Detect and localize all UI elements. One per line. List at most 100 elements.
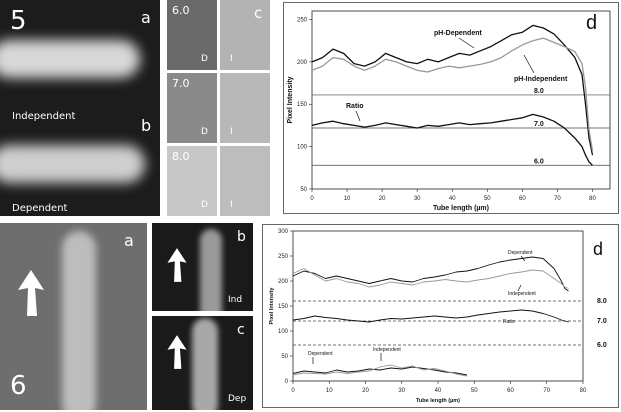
x-tick-label: 70	[543, 388, 550, 394]
series-line-dependent-low	[292, 366, 468, 376]
annotation-arrow	[355, 110, 361, 122]
y-tick-label: 50	[281, 354, 288, 360]
x-tick-label: 80	[580, 388, 587, 394]
x-tick-label: 30	[398, 388, 405, 394]
fig5-panel-a-b: 5 a Independent b Dependent	[0, 0, 160, 216]
series-annotation: Independent	[373, 347, 401, 353]
series-line-ph-independent	[311, 37, 594, 152]
reference-line-label: 8.0	[597, 298, 607, 305]
panel-letter: d	[593, 239, 603, 259]
series-annotation: pH-Dependent	[434, 30, 483, 37]
fig6-panel-d-chart: 0 10 20 30 40 50 60 70 80 0 50 100 150 200 250 300 Tube …	[262, 224, 619, 408]
y-axis-label: Pixel Intensity	[287, 76, 294, 123]
series-line-independent	[292, 268, 569, 289]
x-tick-label: 30	[414, 196, 421, 202]
annotation-arrow	[458, 37, 475, 49]
tile-tag: I	[230, 127, 233, 137]
reference-line-label: 7.0	[534, 121, 544, 128]
y-tick-label: 50	[300, 187, 307, 193]
annotation-arrow	[517, 284, 522, 292]
panel-letter: b	[237, 229, 246, 245]
series-annotation: pH-Independent	[514, 76, 568, 83]
x-tick-label: 40	[449, 196, 456, 202]
chart-6d-svg: 0 10 20 30 40 50 60 70 80 0 50 100 150 200 250 300 Tube …	[269, 229, 607, 404]
figure-number: 6	[10, 371, 27, 401]
y-tick-label: 250	[278, 254, 289, 260]
x-tick-label: 50	[484, 196, 491, 202]
series-annotation: Ratio	[503, 319, 515, 325]
pollen-tube-image	[0, 145, 145, 183]
tile-tag: I	[230, 200, 233, 210]
fig6-panel-c: c Dep	[152, 316, 253, 410]
plot-frame	[311, 10, 611, 190]
ph-tile-dependent: 6.0 D	[167, 0, 217, 70]
x-tick-label: 40	[435, 388, 442, 394]
fig5-panel-d-chart: 0 10 20 30 40 50 60 70 80 50 100 150 200 250 Tube leng…	[283, 2, 619, 214]
panel-letter: c	[237, 322, 245, 338]
chart-5d-svg: 0 10 20 30 40 50 60 70 80 50 100 150 200 250 Tube leng…	[287, 10, 611, 212]
pollen-tube-image	[200, 229, 222, 311]
x-tick-label: 70	[554, 196, 561, 202]
tile-tag: D	[201, 200, 208, 210]
series-line-ratio	[292, 309, 569, 323]
panel-caption: Ind	[228, 295, 243, 305]
x-tick-label: 0	[291, 388, 295, 394]
y-tick-label: 200	[278, 279, 289, 285]
y-tick-label: 100	[278, 329, 289, 335]
series-line-independent-low	[292, 364, 468, 377]
panel-letter: d	[586, 12, 597, 34]
y-tick-label: 250	[297, 17, 308, 23]
fig6-panel-b: b Ind	[152, 223, 253, 311]
figure-number: 5	[10, 6, 27, 36]
y-tick-label: 300	[278, 229, 289, 235]
reference-line-label: 6.0	[534, 158, 544, 165]
x-tick-label: 60	[519, 196, 526, 202]
panel-letter: b	[141, 116, 152, 135]
y-tick-label: 150	[278, 304, 289, 310]
plot-frame	[292, 230, 584, 382]
annotation-arrow	[520, 255, 526, 262]
x-tick-label: 50	[471, 388, 478, 394]
arrow-icon	[18, 270, 44, 316]
ph-label: 8.0	[172, 150, 190, 163]
ph-tile-dependent: 8.0 D	[167, 146, 217, 216]
x-tick-label: 20	[379, 196, 386, 202]
series-annotation: Ratio	[346, 103, 364, 110]
y-axis-label: Pixel Intensity	[269, 287, 275, 325]
reference-line-label: 7.0	[597, 318, 607, 325]
tile-tag: I	[230, 54, 233, 64]
x-axis-label: Tube length (µm)	[416, 398, 460, 404]
x-tick-label: 60	[507, 388, 514, 394]
x-tick-label: 80	[589, 196, 596, 202]
ph-tile-independent: c I	[220, 0, 270, 70]
ph-label: 7.0	[172, 77, 190, 90]
tile-tag: D	[201, 127, 208, 137]
pollen-tube-image	[62, 231, 96, 410]
panel-letter: a	[141, 8, 151, 27]
series-line-dependent	[292, 256, 569, 292]
y-tick-label: 100	[297, 145, 308, 151]
panel-caption: Dep	[228, 394, 247, 404]
x-tick-label: 10	[344, 196, 351, 202]
reference-line-label: 8.0	[534, 88, 544, 95]
x-tick-label: 20	[362, 388, 369, 394]
ph-tile-independent: I	[220, 146, 270, 216]
y-tick-label: 0	[285, 379, 289, 385]
tile-tag: D	[201, 54, 208, 64]
ph-tile-dependent: 7.0 D	[167, 73, 217, 143]
pollen-tube-image	[0, 40, 140, 78]
annotation-arrow	[523, 54, 535, 74]
fig6-panel-a: 6 a	[0, 223, 147, 410]
x-axis-label: Tube length (µm)	[433, 205, 489, 212]
panel-caption: Dependent	[12, 203, 68, 214]
arrow-icon	[167, 335, 187, 369]
y-tick-label: 200	[297, 60, 308, 66]
panel-caption: Independent	[12, 111, 76, 122]
fig5-panel-c: 6.0 D c I 7.0 D I 8.0 D I	[167, 0, 270, 216]
ph-tile-independent: I	[220, 73, 270, 143]
reference-line-label: 6.0	[597, 342, 607, 349]
panel-letter: c	[254, 4, 263, 22]
arrow-icon	[167, 248, 187, 282]
series-line-ph-dependent	[311, 24, 594, 156]
series-annotation: Dependent	[508, 250, 533, 256]
